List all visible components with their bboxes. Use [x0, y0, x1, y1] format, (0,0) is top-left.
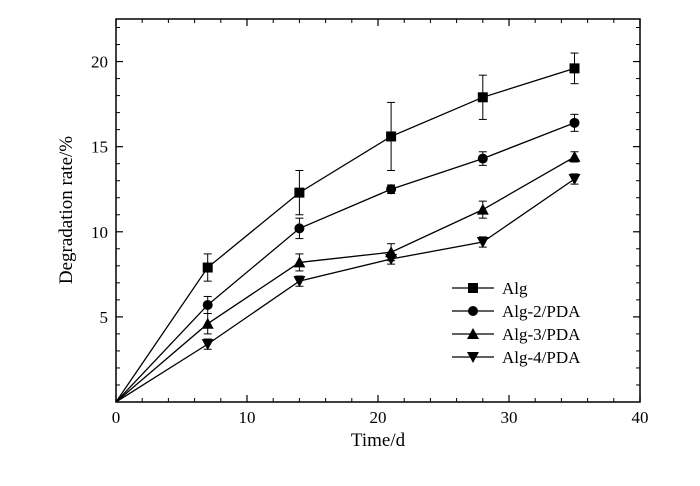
- data-point: [568, 174, 581, 186]
- data-point: [476, 203, 489, 215]
- legend-marker: [468, 283, 478, 293]
- y-tick-label: 15: [91, 138, 108, 157]
- legend-label: Alg-4/PDA: [502, 348, 581, 367]
- legend: Alg Alg-2/PDA Alg-3/PDA Alg-4/PDA: [452, 279, 581, 367]
- data-point: [293, 276, 306, 288]
- x-tick-label: 40: [632, 408, 649, 427]
- data-point: [385, 254, 398, 266]
- x-tick-label: 20: [370, 408, 387, 427]
- series-triangle-down: [115, 173, 581, 403]
- series-layer: [115, 52, 581, 403]
- series-line: [115, 122, 575, 403]
- data-point: [569, 117, 580, 128]
- series-line: [115, 67, 575, 403]
- x-tick-label: 0: [112, 408, 121, 427]
- data-point: [294, 223, 305, 234]
- data-point: [202, 299, 213, 310]
- y-tick-label: 10: [91, 223, 108, 242]
- data-point: [569, 63, 580, 74]
- y-tick-label: 20: [91, 53, 108, 72]
- x-tick-label: 10: [239, 408, 256, 427]
- legend-entry: Alg: [452, 279, 528, 298]
- plot-frame: [115, 18, 641, 403]
- data-point: [201, 317, 214, 329]
- legend-label: Alg-2/PDA: [502, 302, 581, 321]
- legend-label: Alg: [502, 279, 528, 298]
- data-point: [201, 339, 214, 351]
- y-axis-label: Degradation rate/%: [56, 136, 77, 284]
- y-tick-label: 5: [100, 308, 109, 327]
- data-point: [202, 262, 213, 273]
- legend-entry: Alg-4/PDA: [452, 348, 581, 367]
- x-axis-label: Time/d: [351, 430, 406, 451]
- legend-marker: [467, 352, 479, 363]
- data-point: [294, 187, 305, 198]
- data-point: [477, 92, 488, 103]
- data-point: [477, 153, 488, 164]
- data-point: [476, 236, 489, 248]
- legend-label: Alg-3/PDA: [502, 325, 581, 344]
- data-point: [293, 256, 306, 268]
- x-tick-label: 30: [501, 408, 518, 427]
- legend-marker: [468, 306, 478, 316]
- legend-marker: [467, 328, 479, 339]
- axis-ticks: 0 10 20 30 40 5 10 15 20: [91, 19, 649, 427]
- series-line: [115, 156, 575, 403]
- legend-entry: Alg-2/PDA: [452, 302, 581, 321]
- legend-entry: Alg-3/PDA: [452, 325, 581, 344]
- data-point: [568, 150, 581, 162]
- series-square: [115, 52, 580, 403]
- data-point: [386, 184, 397, 195]
- data-point: [386, 131, 397, 142]
- series-line: [115, 178, 575, 403]
